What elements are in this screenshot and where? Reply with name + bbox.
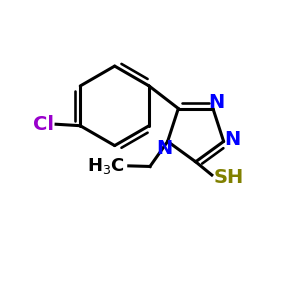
- Text: N: N: [157, 139, 173, 158]
- Text: N: N: [224, 130, 240, 149]
- Text: Cl: Cl: [33, 115, 54, 134]
- Text: SH: SH: [213, 169, 244, 188]
- Text: H$_3$C: H$_3$C: [87, 156, 125, 176]
- Text: N: N: [208, 92, 225, 112]
